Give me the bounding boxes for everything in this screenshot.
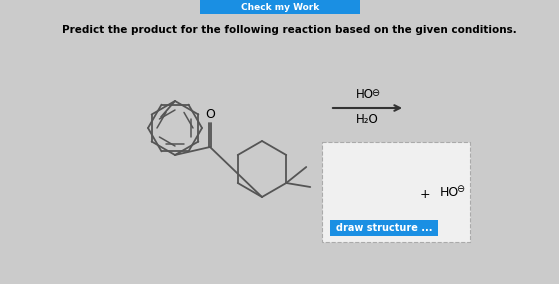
Text: O: O bbox=[205, 108, 215, 121]
Text: draw structure ...: draw structure ... bbox=[336, 223, 432, 233]
Text: HO: HO bbox=[356, 88, 373, 101]
Text: HO: HO bbox=[440, 185, 459, 199]
FancyBboxPatch shape bbox=[330, 220, 438, 236]
Text: +: + bbox=[420, 189, 430, 202]
Bar bbox=[322, 142, 470, 242]
Text: Predict the product for the following reaction based on the given conditions.: Predict the product for the following re… bbox=[62, 25, 517, 35]
Text: ⊖: ⊖ bbox=[456, 184, 464, 194]
Text: Check my Work: Check my Work bbox=[241, 3, 319, 11]
Text: ⊖: ⊖ bbox=[371, 88, 380, 98]
FancyBboxPatch shape bbox=[200, 0, 360, 14]
Text: H₂O: H₂O bbox=[356, 113, 379, 126]
